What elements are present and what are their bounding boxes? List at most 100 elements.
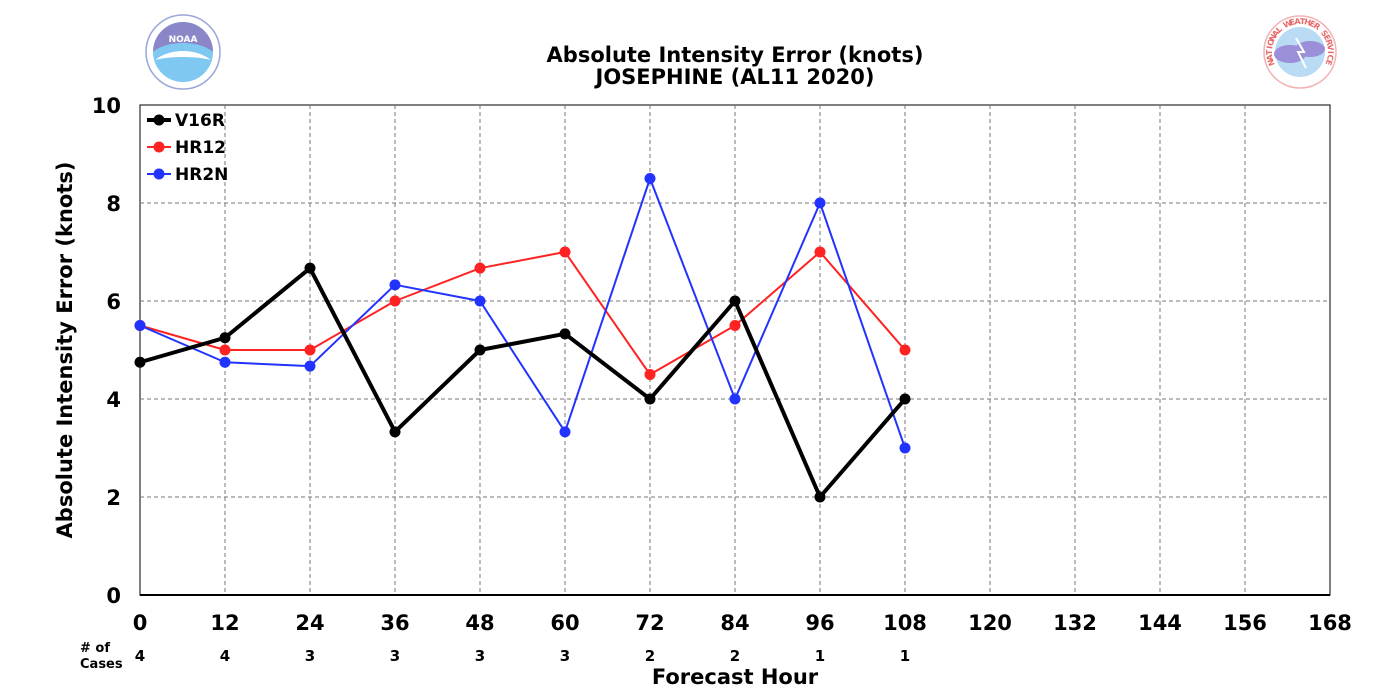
x-tick-label: 0: [133, 611, 148, 635]
x-tick-label: 48: [465, 611, 494, 635]
data-point: [134, 356, 146, 368]
series-V16R: [134, 262, 911, 503]
cases-label-line2: Cases: [80, 657, 123, 672]
case-count: 1: [815, 647, 825, 665]
case-count: 2: [730, 647, 740, 665]
legend-label: HR2N: [175, 165, 228, 185]
y-axis-ticks: 0 2 4 6 8 10: [92, 94, 121, 608]
y-tick-label: 4: [106, 388, 121, 412]
legend-swatch-marker: [153, 141, 165, 153]
data-point: [474, 344, 486, 356]
data-point: [644, 173, 656, 184]
nws-logo-letter: A: [1265, 53, 1275, 62]
nws-logo-letter: T: [1265, 49, 1274, 55]
x-axis-label: Forecast Hour: [652, 665, 819, 689]
data-point: [389, 279, 401, 291]
nws-logo-letter: E: [1323, 58, 1333, 66]
nws-logo-letter: S: [1319, 28, 1330, 38]
data-point: [729, 393, 741, 405]
x-tick-label: 72: [635, 611, 664, 635]
data-point: [899, 344, 911, 356]
data-point: [389, 426, 401, 438]
x-tick-label: 108: [883, 611, 927, 635]
case-count: 4: [135, 647, 145, 665]
nws-logo-letter: H: [1303, 17, 1312, 27]
y-axis-label: Absolute Intensity Error (knots): [53, 162, 77, 539]
y-tick-label: 0: [106, 584, 121, 608]
legend-swatch-marker: [153, 114, 165, 126]
x-tick-label: 168: [1308, 611, 1352, 635]
y-tick-label: 2: [106, 486, 121, 510]
nws-logo-letter: C: [1325, 54, 1335, 62]
x-tick-label: 84: [720, 611, 749, 635]
nws-logo-letter: E: [1322, 33, 1333, 42]
series-line: [139, 251, 906, 376]
legend-item: HR12: [147, 138, 226, 158]
x-tick-label: 96: [805, 611, 834, 635]
x-tick-label: 36: [380, 611, 409, 635]
y-tick-label: 6: [106, 290, 121, 314]
data-point: [729, 320, 741, 331]
x-tick-label: 144: [1138, 611, 1182, 635]
x-tick-label: 60: [550, 611, 579, 635]
x-tick-label: 12: [210, 611, 239, 635]
nws-logo-letter: N: [1267, 33, 1278, 43]
noaa-logo: NOAA: [145, 14, 221, 90]
series-HR2N: [134, 173, 911, 454]
nws-logo-letter: A: [1270, 28, 1281, 39]
data-point: [814, 246, 826, 258]
case-count: 3: [390, 647, 400, 665]
nws-logo-letter: R: [1312, 21, 1322, 32]
series-layer: [134, 173, 911, 503]
cases-label-line1: # of: [80, 641, 110, 656]
data-point: [219, 344, 231, 356]
case-count: 3: [560, 647, 570, 665]
cases-row: 4 4 3 3 3 3 2 2 1 1: [135, 647, 910, 665]
data-point: [304, 262, 316, 274]
y-tick-label: 8: [106, 192, 121, 216]
x-axis-ticks: 0 12 24 36 48 60 72 84 96 108 120 132 144 156 168: [133, 611, 1352, 635]
data-point: [559, 426, 571, 438]
legend: V16R HR12 HR2N: [147, 111, 228, 185]
nws-logo-letter: T: [1299, 17, 1306, 26]
data-point: [644, 369, 656, 380]
data-point: [474, 262, 486, 274]
data-point: [474, 295, 486, 307]
noaa-logo-text: NOAA: [169, 35, 198, 45]
legend-label: HR12: [175, 138, 226, 158]
series-line: [139, 177, 906, 449]
nws-logo-letter: W: [1282, 18, 1294, 30]
data-point: [219, 332, 231, 344]
x-tick-label: 120: [968, 611, 1012, 635]
legend-swatch-marker: [153, 168, 165, 180]
case-count: 2: [645, 647, 655, 665]
data-point: [389, 295, 401, 307]
nws-logo-letter: R: [1324, 38, 1334, 47]
case-count: 1: [900, 647, 910, 665]
chart-title: Absolute Intensity Error (knots): [547, 43, 924, 67]
data-point: [899, 393, 911, 405]
nws-logo-letter: N: [1266, 58, 1277, 67]
data-point: [304, 360, 316, 372]
x-tick-label: 24: [295, 611, 324, 635]
case-count: 3: [305, 647, 315, 665]
nws-logo-letter: V: [1325, 44, 1335, 52]
legend-item: V16R: [147, 111, 225, 131]
data-point: [134, 320, 146, 331]
data-point: [559, 328, 571, 340]
nws-logo-letter: A: [1294, 17, 1302, 27]
chart-subtitle: JOSEPHINE (AL11 2020): [594, 65, 875, 89]
legend-item: HR2N: [147, 165, 228, 185]
data-point: [304, 344, 316, 356]
y-tick-label: 10: [92, 94, 121, 118]
data-point: [814, 491, 826, 503]
nws-logo-letter: O: [1266, 38, 1277, 47]
data-point: [644, 393, 656, 405]
x-tick-label: 132: [1053, 611, 1097, 635]
nws-logo-letter: I: [1326, 51, 1335, 54]
data-point: [559, 246, 571, 258]
x-tick-label: 156: [1223, 611, 1267, 635]
nws-logo-letter: E: [1289, 17, 1297, 27]
legend-label: V16R: [175, 111, 225, 131]
